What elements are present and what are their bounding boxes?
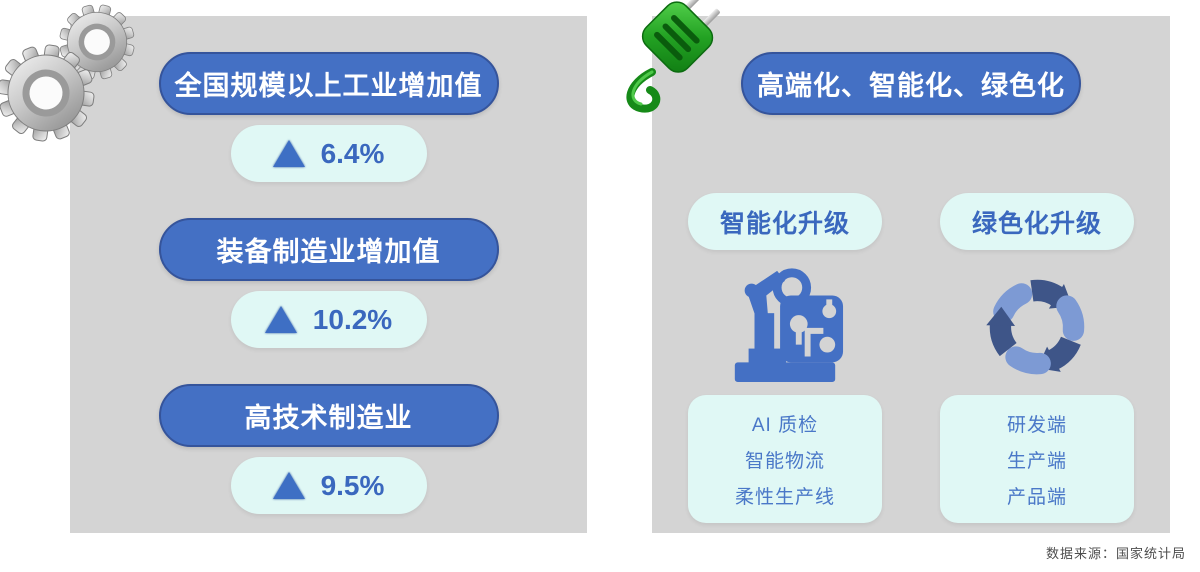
metric-group: 装备制造业增加值 10.2% xyxy=(158,218,499,348)
smart-upgrade-column: 智能化升级 xyxy=(688,193,882,523)
gears-icon xyxy=(0,0,160,150)
list-item: 智能物流 xyxy=(744,450,825,472)
industry-growth-panel: 全国规模以上工业增加值 6.4% 装备制造业增加值 10.2% 高技术制 xyxy=(70,16,587,533)
metric-group: 全国规模以上工业增加值 6.4% xyxy=(158,52,499,182)
list-item: 生产端 xyxy=(1006,450,1067,472)
smart-upgrade-items: AI 质检 智能物流 柔性生产线 xyxy=(688,395,882,523)
metric-value-pill: 6.4% xyxy=(230,125,427,182)
metric-value-pill: 10.2% xyxy=(230,291,427,348)
metric-value: 10.2% xyxy=(312,303,393,335)
upgrade-header-pill: 高端化、智能化、绿色化 xyxy=(741,52,1081,115)
metric-title-pill: 装备制造业增加值 xyxy=(158,218,499,281)
metric-stack: 全国规模以上工业增加值 6.4% 装备制造业增加值 10.2% 高技术制 xyxy=(70,16,587,533)
green-upgrade-column: 绿色化升级 xyxy=(940,193,1134,523)
up-triangle-icon xyxy=(272,472,305,499)
list-item: 产品端 xyxy=(1006,486,1067,508)
upgrade-columns: 智能化升级 xyxy=(652,193,1170,523)
robot-arm-icon xyxy=(721,250,849,395)
upgrade-panel: 高端化、智能化、绿色化 智能化升级 xyxy=(652,16,1170,533)
metric-value-pill: 9.5% xyxy=(230,457,427,514)
metric-group: 高技术制造业 9.5% xyxy=(158,384,499,514)
metric-value: 6.4% xyxy=(320,137,385,169)
upgrade-stack: 高端化、智能化、绿色化 智能化升级 xyxy=(652,16,1170,533)
metric-title: 装备制造业增加值 xyxy=(216,237,441,267)
list-item: 研发端 xyxy=(1006,414,1067,436)
recycle-icon xyxy=(976,250,1098,395)
power-plug-icon xyxy=(622,0,740,116)
smart-upgrade-title: 智能化升级 xyxy=(719,209,850,238)
metric-title: 高技术制造业 xyxy=(244,403,413,433)
source-note: 数据来源：国家统计局 xyxy=(1045,546,1186,561)
green-upgrade-pill: 绿色化升级 xyxy=(940,193,1134,250)
up-triangle-icon xyxy=(264,306,297,333)
metric-title: 全国规模以上工业增加值 xyxy=(174,71,483,101)
upgrade-header: 高端化、智能化、绿色化 xyxy=(757,71,1065,101)
up-triangle-icon xyxy=(272,140,305,167)
metric-title-pill: 全国规模以上工业增加值 xyxy=(158,52,499,115)
list-item: AI 质检 xyxy=(751,414,819,436)
green-upgrade-title: 绿色化升级 xyxy=(971,209,1102,238)
metric-value: 9.5% xyxy=(320,469,385,501)
list-item: 柔性生产线 xyxy=(734,486,835,508)
green-upgrade-items: 研发端 生产端 产品端 xyxy=(940,395,1134,523)
metric-title-pill: 高技术制造业 xyxy=(158,384,499,447)
smart-upgrade-pill: 智能化升级 xyxy=(688,193,882,250)
